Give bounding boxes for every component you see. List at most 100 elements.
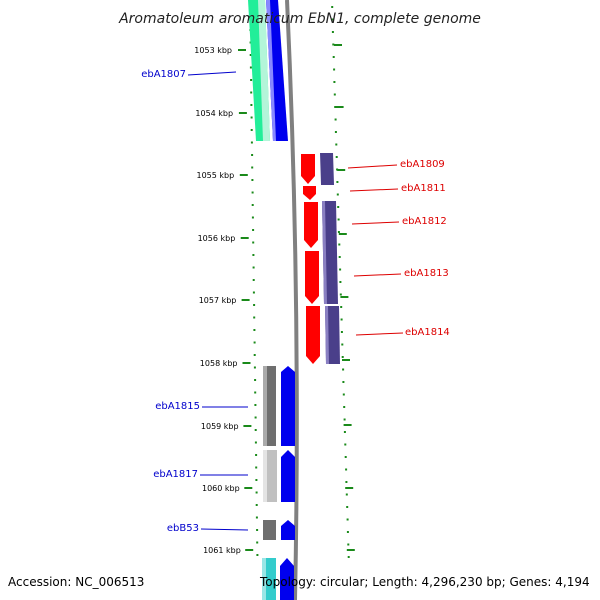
gene-ebA1807-shadow [258, 0, 270, 141]
dot-right [345, 481, 348, 483]
dot-right [331, 18, 334, 21]
dot-left [255, 466, 258, 469]
dot-right [332, 43, 335, 46]
dot-right [337, 231, 340, 233]
gene-labels: ebA1807 ebA1815 ebA1817 ebB53 ebA1809 eb… [141, 69, 450, 534]
gene-strand-arrow-4[interactable] [280, 558, 294, 600]
dot-left [253, 354, 256, 356]
gene-ebA1814-purple-shade [325, 306, 329, 364]
dot-left [252, 279, 255, 281]
scale-major-left [240, 237, 249, 239]
gene-label-ebA1811[interactable]: ebA1811 [401, 183, 446, 194]
gene-ebA1814-red[interactable] [306, 306, 320, 364]
dot-left [251, 179, 254, 181]
dot-left [252, 291, 255, 294]
gene-ebA1809-red[interactable] [301, 154, 315, 184]
gene-strand-arrow-3[interactable] [281, 520, 295, 540]
dot-left [254, 429, 257, 431]
scale-major-right [337, 169, 346, 171]
scale-major-right [335, 106, 344, 108]
dot-right [337, 206, 340, 208]
kbp-label: 1055 kbp [196, 171, 234, 180]
dot-right [340, 306, 343, 308]
scale-major-left [239, 174, 248, 176]
dot-right [331, 31, 334, 33]
dot-left [252, 241, 255, 244]
dot-right [334, 118, 337, 121]
gene-label-ebA1817[interactable]: ebA1817 [153, 469, 198, 480]
dot-right [333, 81, 336, 83]
leader-ebA1807 [187, 71, 237, 76]
leader-ebA1813 [353, 273, 402, 277]
dot-right [347, 556, 350, 558]
dot-left [252, 254, 255, 256]
accession-text: Accession: NC_006513 [8, 575, 144, 589]
dot-left [250, 79, 253, 81]
dot-right [334, 106, 337, 108]
genome-backbone [285, 0, 299, 600]
dot-right [333, 93, 336, 96]
scale-major-left [245, 549, 254, 551]
dot-right [338, 243, 341, 246]
dot-right [343, 418, 346, 421]
gene-label-ebA1807[interactable]: ebA1807 [141, 69, 186, 80]
dot-left [254, 416, 257, 419]
dot-right [332, 56, 335, 58]
kbp-label: 1057 kbp [199, 296, 237, 305]
kbp-label: 1054 kbp [195, 109, 233, 118]
dot-left [255, 454, 258, 456]
gene-label-ebB53[interactable]: ebB53 [167, 523, 199, 534]
kbp-label: 1060 kbp [202, 484, 240, 493]
scale-major-left [238, 49, 246, 51]
dot-right [345, 493, 348, 496]
dot-right [347, 543, 350, 546]
dot-left [252, 229, 255, 231]
kbp-label: 1061 kbp [203, 546, 241, 555]
dot-left [255, 479, 258, 481]
dot-left [250, 116, 253, 119]
dot-right [342, 368, 345, 371]
gene-ebA1811-red[interactable] [303, 186, 316, 200]
scale-major-left [244, 487, 253, 489]
dot-left [251, 216, 254, 219]
dot-left [251, 154, 254, 156]
gene-ebA1812-red[interactable] [304, 202, 318, 248]
dot-right [341, 343, 344, 346]
gene-label-ebA1813[interactable]: ebA1813 [404, 268, 449, 279]
leader-ebB53 [200, 528, 249, 531]
dot-left [250, 91, 253, 94]
dot-right [333, 68, 336, 71]
left-gene-column [248, 0, 295, 600]
gene-ebA1813-red[interactable] [305, 251, 319, 304]
dot-left [250, 141, 253, 144]
dot-left [252, 266, 255, 269]
dot-left [256, 554, 259, 556]
dot-right [335, 156, 338, 158]
genome-summary-text: Topology: circular; Length: 4,296,230 bp… [259, 575, 590, 589]
dot-right [343, 406, 346, 408]
scale-major-right [338, 233, 347, 235]
kbp-label: 1053 kbp [194, 46, 232, 55]
kbp-label: 1058 kbp [200, 359, 238, 368]
scale-major-right [334, 44, 342, 46]
gene-label-ebA1815[interactable]: ebA1815 [155, 401, 200, 412]
dot-right [341, 356, 344, 358]
leader-ebA1814 [355, 332, 404, 336]
gene-strand-arrow-1[interactable] [281, 366, 295, 446]
dot-left [256, 529, 259, 531]
gene-ebB53-block[interactable] [263, 520, 276, 540]
dot-left [251, 166, 254, 169]
scale-major-left [238, 112, 247, 114]
gene-label-ebA1812[interactable]: ebA1812 [402, 216, 447, 227]
dot-right [334, 131, 337, 133]
dot-left [255, 516, 258, 519]
gene-ebA1809-purple[interactable] [320, 153, 334, 185]
dot-left [253, 329, 256, 331]
gene-strand-arrow-2[interactable] [281, 450, 295, 502]
gene-label-ebA1809[interactable]: ebA1809 [400, 159, 445, 170]
dot-right [340, 331, 343, 333]
dot-right [336, 168, 339, 171]
gene-ebA1817-highlight [263, 450, 267, 502]
scale-major-left [241, 299, 250, 301]
gene-label-ebA1814[interactable]: ebA1814 [405, 327, 450, 338]
